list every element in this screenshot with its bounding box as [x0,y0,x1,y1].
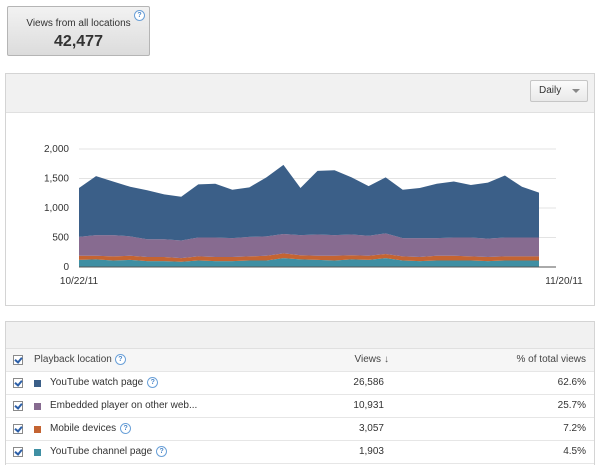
help-icon[interactable]: ? [120,422,132,434]
row-location: Mobile devices [50,423,117,434]
granularity-value: Daily [539,85,562,96]
row-location: YouTube channel page [50,446,153,457]
help-icon[interactable]: ? [134,10,145,21]
y-tick-label: 2,000 [44,144,69,155]
row-location: YouTube watch page [50,377,144,388]
series-color-swatch [34,403,41,410]
select-all-checkbox[interactable] [13,355,23,365]
header-location: Playback location [34,354,112,365]
row-checkbox[interactable] [13,447,23,457]
row-checkbox[interactable] [13,424,23,434]
views-area-chart: 2,000 1,500 1,000 500 0 10/22/11 11/20/11 [44,144,583,287]
help-icon[interactable]: ? [156,445,168,457]
views-summary-card[interactable]: ? Views from all locations 42,477 [7,6,150,56]
series-color-swatch [34,380,41,387]
row-views: 10,931 [353,400,384,411]
row-location: Embedded player on other web... [50,400,198,411]
summary-label: Views from all locations [26,18,131,29]
x-start-label: 10/22/11 [60,276,99,287]
table-toolbar [6,322,594,349]
series-area [79,233,539,259]
help-icon[interactable]: ? [147,376,159,388]
table-body: YouTube watch page? 26,586 62.6% Embedded p… [6,372,594,464]
series-area [79,253,539,262]
y-tick-label: 1,000 [44,203,69,214]
row-checkbox[interactable] [13,401,23,411]
chart-toolbar: Daily [6,74,594,113]
row-views: 3,057 [358,423,384,434]
x-end-label: 11/20/11 [545,276,583,287]
y-tick-label: 1,500 [44,174,69,185]
table-header-row: Playback location? Views ↓ % of total vie… [6,349,594,372]
series-color-swatch [34,426,41,433]
chart-panel: Daily 2,000 1,500 1,000 500 0 10/22/11 11/20/1… [5,73,595,306]
help-icon[interactable]: ? [114,353,126,365]
granularity-dropdown[interactable]: Daily [530,80,588,102]
row-pct: 62.6% [557,377,586,388]
row-views: 1,903 [358,446,384,457]
y-tick-label: 0 [63,262,69,273]
row-pct: 4.5% [563,446,586,457]
series-area [79,164,539,241]
row-pct: 25.7% [557,400,586,411]
series-area [79,258,539,267]
summary-value: 42,477 [54,33,103,50]
chevron-down-icon [572,89,580,93]
header-views: Views [354,354,382,365]
header-pct: % of total views [516,354,586,365]
sort-down-arrow-icon: ↓ [384,354,389,365]
table-row: YouTube channel page? 1,903 4.5% [6,441,594,464]
row-checkbox[interactable] [13,378,23,388]
row-views: 26,586 [353,377,384,388]
table-row: YouTube watch page? 26,586 62.6% [6,372,594,395]
row-pct: 7.2% [563,423,586,434]
table-row: Embedded player on other web... 10,931 25.… [6,395,594,418]
header-views-sort[interactable]: Views ↓ [355,349,390,371]
table-row: Mobile devices? 3,057 7.2% [6,418,594,441]
series-color-swatch [34,449,41,456]
playback-location-table: Playback location? Views ↓ % of total vie… [5,321,595,465]
y-tick-label: 500 [52,233,69,244]
